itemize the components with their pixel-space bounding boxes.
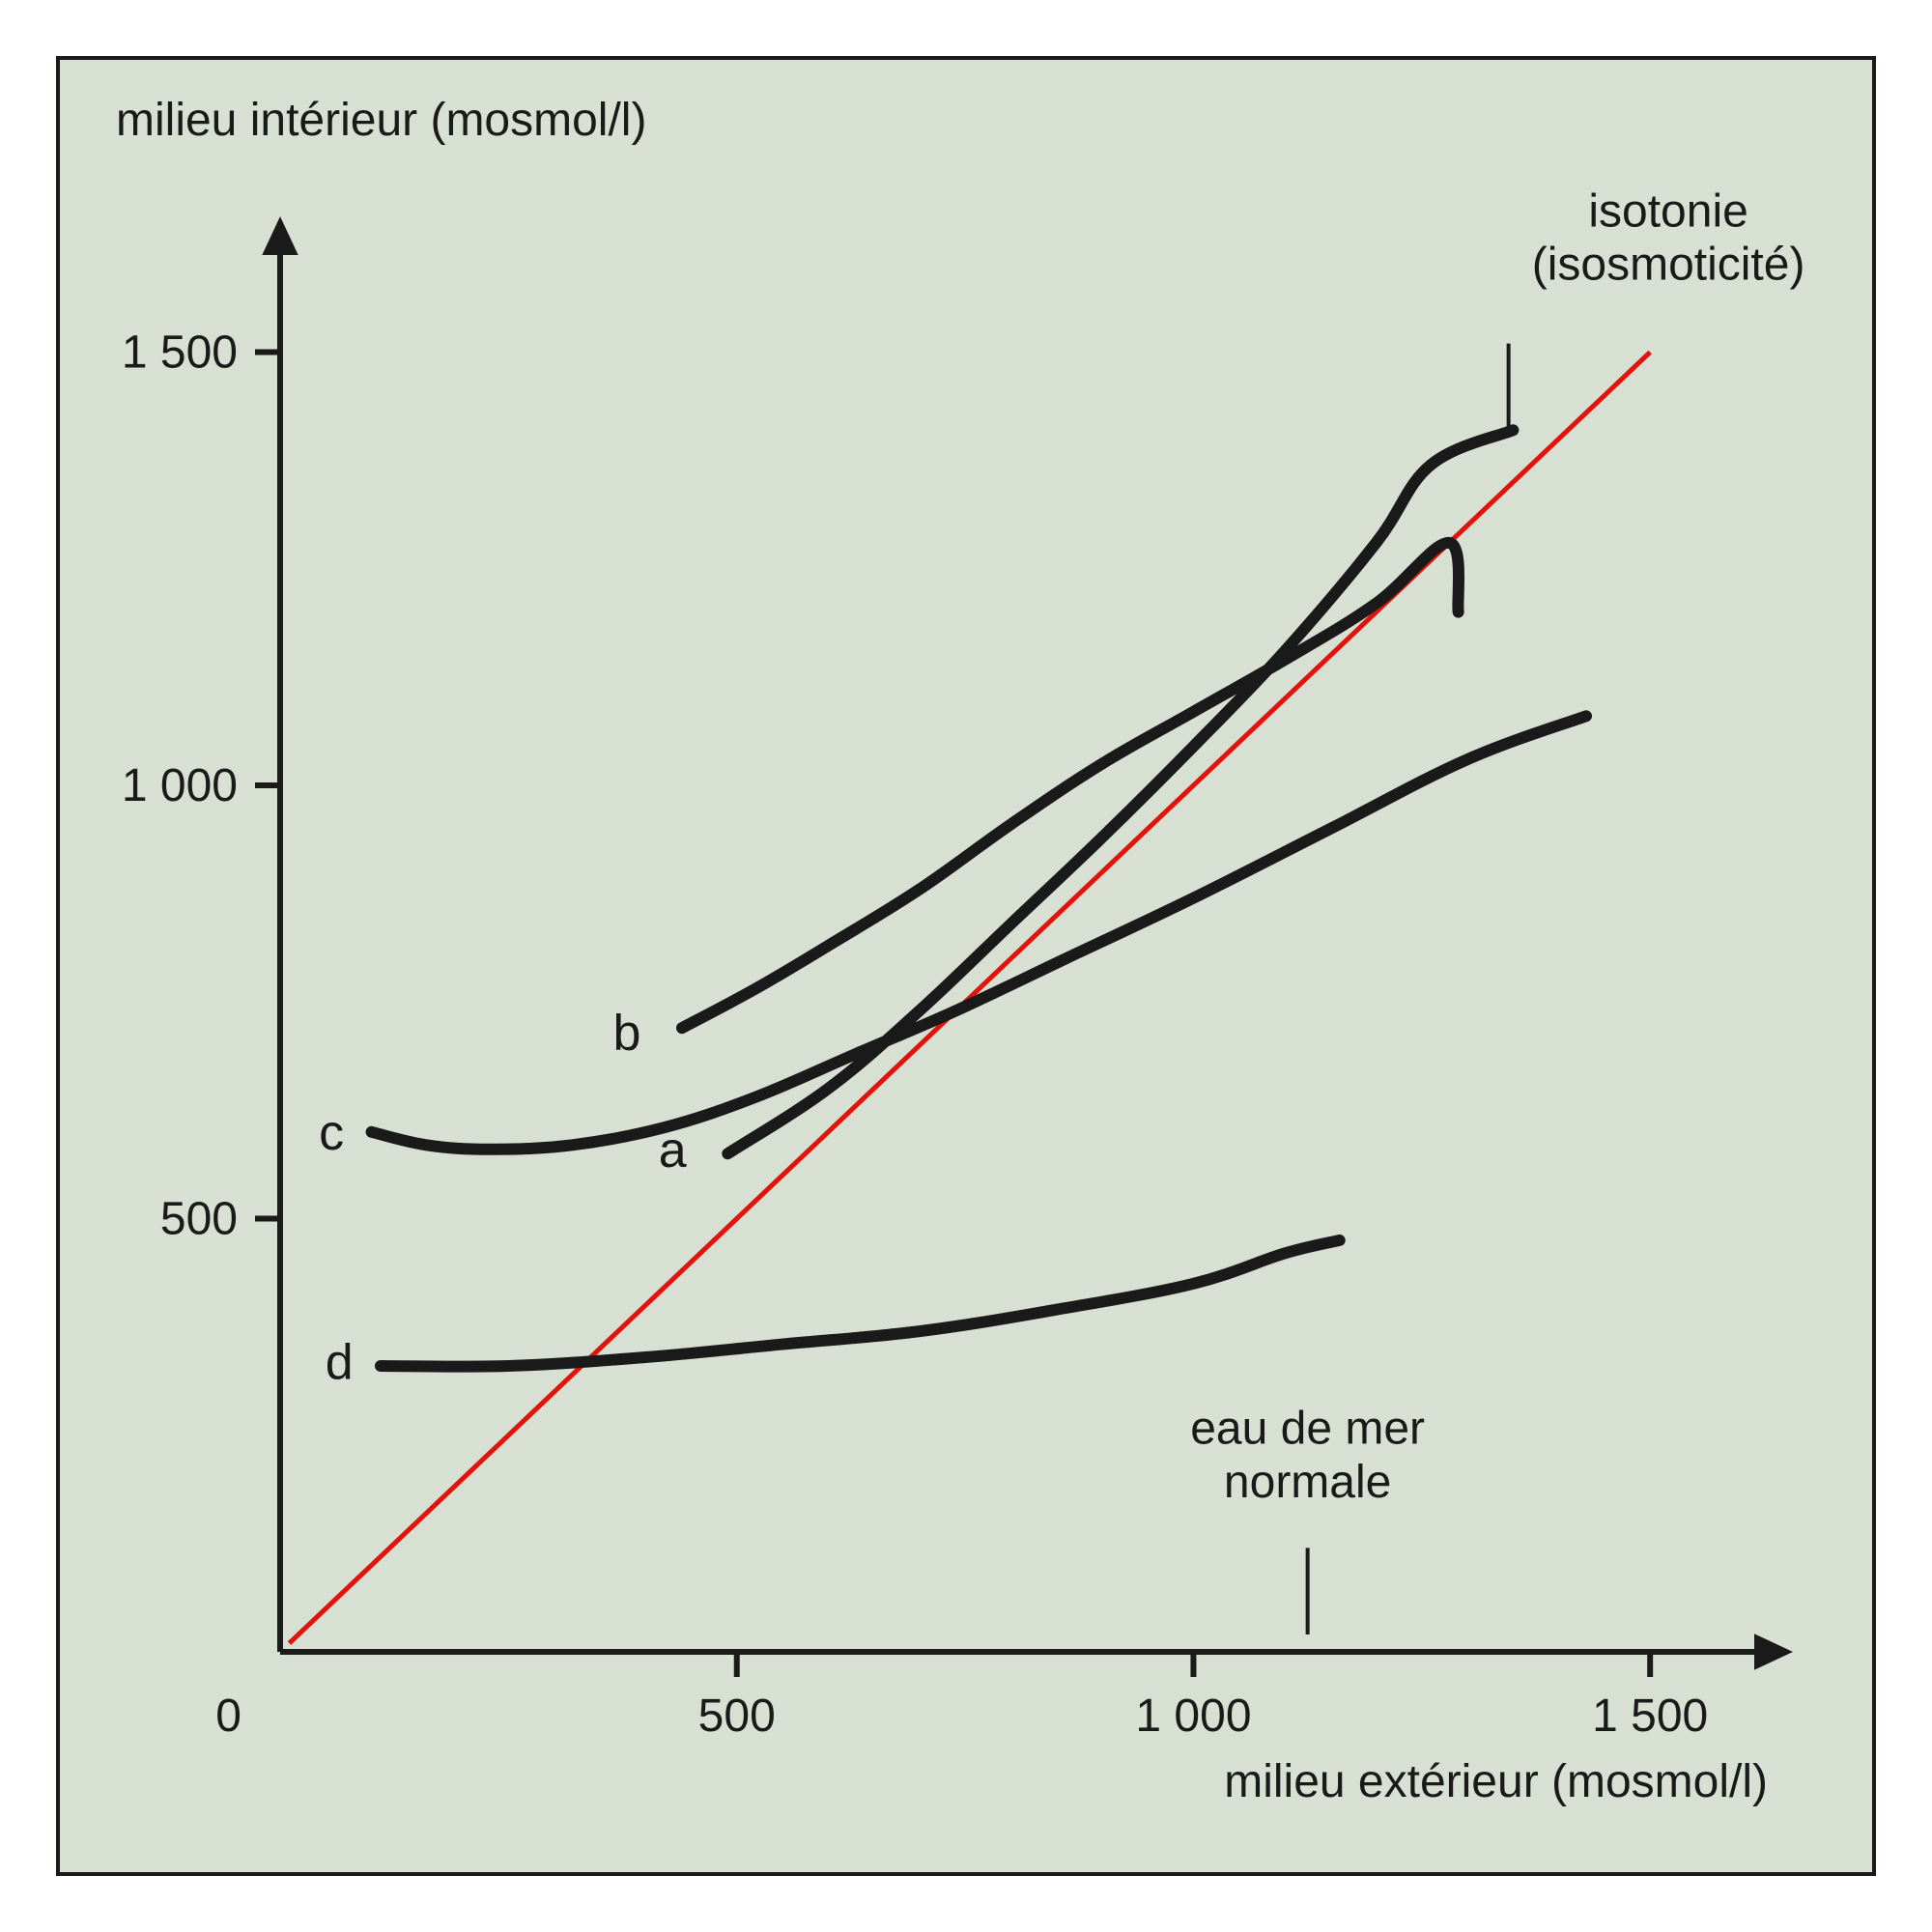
annotation-eau-de-mer-text: eau de mer — [1190, 1404, 1425, 1455]
x-axis-title: milieu extérieur (mosmol/l) — [1224, 1756, 1768, 1807]
annotation-isotonie-text: isotonie — [1588, 185, 1747, 237]
x-tick-label: 500 — [698, 1690, 776, 1742]
curve-label-b: b — [613, 1006, 641, 1062]
annotation-eau-de-mer-text: normale — [1224, 1457, 1391, 1508]
curve-label-c: c — [319, 1105, 344, 1161]
x-tick-label: 1 500 — [1592, 1690, 1708, 1742]
curve-label-d: d — [326, 1335, 354, 1391]
y-axis-title: milieu intérieur (mosmol/l) — [116, 95, 646, 146]
y-tick-label: 1 000 — [122, 760, 238, 811]
annotation-isotonie-text: (isosmoticité) — [1532, 240, 1805, 291]
x-tick-label: 1 000 — [1135, 1690, 1251, 1742]
curve-label-a: a — [659, 1122, 687, 1179]
y-tick-label: 500 — [160, 1194, 238, 1245]
x-tick-label: 0 — [215, 1690, 242, 1742]
y-tick-label: 1 500 — [122, 327, 238, 379]
